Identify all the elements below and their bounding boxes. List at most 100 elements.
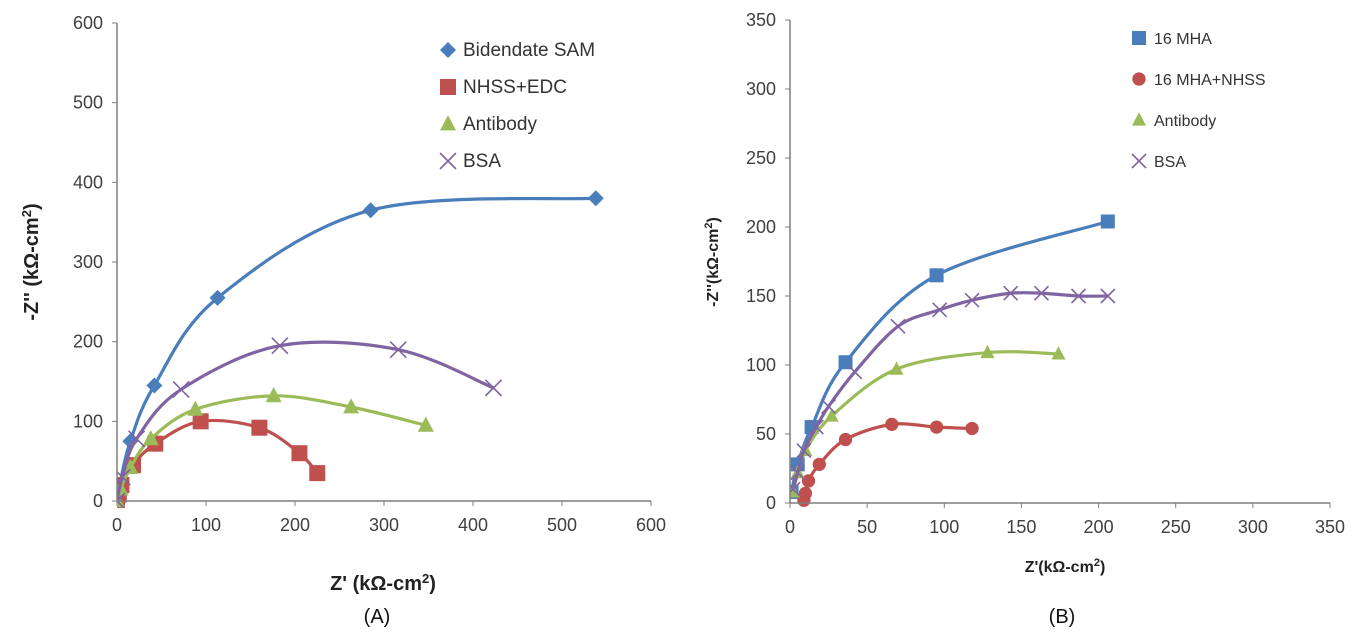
data-point [1003, 285, 1019, 301]
series-line [117, 340, 495, 502]
data-point [801, 474, 816, 488]
panel-b-series-1 [797, 417, 979, 507]
series-line [117, 394, 427, 502]
data-point [1033, 285, 1050, 301]
data-point [885, 417, 899, 431]
legend-item: Antibody [1132, 112, 1216, 130]
data-point [291, 445, 308, 462]
legend-label: BSA [463, 151, 501, 172]
y-tick-label: 200 [746, 217, 776, 237]
panel-b-legend: 16 MHA 16 MHA+NHSS Antibody BSA [1131, 31, 1266, 171]
data-point [929, 268, 944, 283]
legend-label: Antibody [463, 114, 537, 135]
data-point [964, 292, 980, 308]
legend-item: NHSS+EDC [440, 77, 567, 98]
y-tick-label: 0 [766, 493, 776, 513]
data-point [1070, 288, 1087, 304]
x-tick-label: 150 [1006, 517, 1036, 537]
legend-item: BSA [1131, 153, 1186, 171]
legend-marker [440, 115, 456, 131]
data-point [808, 419, 824, 435]
data-point [128, 430, 146, 448]
data-point [389, 341, 407, 359]
y-tick-label: 250 [746, 148, 776, 168]
legend-item: BSA [439, 151, 501, 172]
data-point [932, 302, 948, 318]
data-point [265, 387, 282, 403]
x-tick-label: 0 [785, 517, 795, 537]
legend-marker [1131, 153, 1147, 169]
data-point [790, 465, 806, 481]
legend-label: BSA [1154, 154, 1186, 171]
panel-a-series-0 [117, 190, 604, 508]
legend-item: Bidendate SAM [440, 40, 595, 61]
x-tick-label: 250 [1161, 517, 1191, 537]
data-point [838, 432, 853, 447]
data-point [343, 398, 360, 414]
data-point [965, 421, 979, 436]
panel-a-y-axis-label: -Z'' (kΩ-cm2) [19, 203, 44, 320]
y-tick-label: 300 [73, 252, 103, 272]
data-point [1051, 346, 1066, 360]
panel-b-ticks: 0 50 100 150 200 250 300 350 0 50 100 150 200 250 300 3… [746, 10, 1345, 537]
legend-item: 16 MHA [1132, 31, 1212, 48]
series-line [802, 422, 973, 501]
y-tick-label: 50 [756, 424, 776, 444]
data-point [824, 408, 839, 422]
data-point [142, 430, 159, 446]
data-point [798, 486, 813, 500]
series-line [117, 196, 596, 502]
y-tick-label: 400 [73, 172, 103, 192]
data-point [192, 413, 209, 430]
panel-a-ticks: 0 100 200 300 400 500 600 0 100 200 300 400 500 600 [73, 13, 666, 535]
x-tick-label: 100 [929, 517, 959, 537]
data-point [172, 380, 190, 399]
legend-marker [1132, 112, 1146, 126]
panel-b-series [790, 214, 1116, 507]
x-tick-label: 200 [1084, 517, 1114, 537]
x-tick-label: 400 [458, 515, 488, 535]
x-tick-label: 0 [112, 515, 122, 535]
data-point [796, 442, 812, 459]
legend-label: 16 MHA+NHSS [1154, 72, 1266, 89]
panel-a-series [117, 190, 604, 508]
legend-item: 16 MHA+NHSS [1132, 72, 1266, 89]
data-point [812, 457, 826, 472]
data-point [122, 458, 139, 474]
data-point [847, 364, 863, 380]
legend-marker [440, 79, 456, 95]
data-point [484, 379, 503, 397]
data-point [209, 289, 226, 306]
data-point [362, 202, 379, 219]
legend-label: Antibody [1154, 113, 1216, 130]
panel-a: 0 100 200 300 400 500 600 0 100 200 300 400 500 600 B… [19, 13, 667, 628]
data-point [251, 419, 268, 436]
x-tick-label: 500 [547, 515, 577, 535]
y-tick-label: 100 [746, 355, 776, 375]
legend-marker [439, 152, 457, 170]
panel-a-x-axis-label: Z' (kΩ-cm2) [330, 571, 436, 596]
data-point [271, 337, 289, 355]
panel-b-series-2 [790, 344, 1066, 498]
data-point [417, 416, 434, 432]
y-tick-label: 0 [93, 491, 103, 511]
series-line [791, 350, 1059, 493]
x-tick-label: 300 [1238, 517, 1268, 537]
legend-marker [1132, 72, 1146, 86]
data-point [146, 377, 163, 394]
series-line [791, 291, 1108, 490]
data-point [587, 190, 604, 207]
x-tick-label: 100 [191, 515, 221, 535]
panel-b-label: (B) [1049, 606, 1076, 628]
panel-a-label: (A) [364, 606, 391, 628]
panel-b: 0 50 100 150 200 250 300 350 0 50 100 150 200 250 300 3… [703, 10, 1345, 628]
legend-label: Bidendate SAM [463, 40, 595, 61]
y-tick-label: 200 [73, 332, 103, 352]
data-point [117, 492, 126, 508]
data-point [1100, 214, 1115, 229]
y-tick-label: 100 [73, 411, 103, 431]
y-tick-label: 150 [746, 286, 776, 306]
series-line [117, 418, 319, 502]
x-tick-label: 200 [280, 515, 310, 535]
